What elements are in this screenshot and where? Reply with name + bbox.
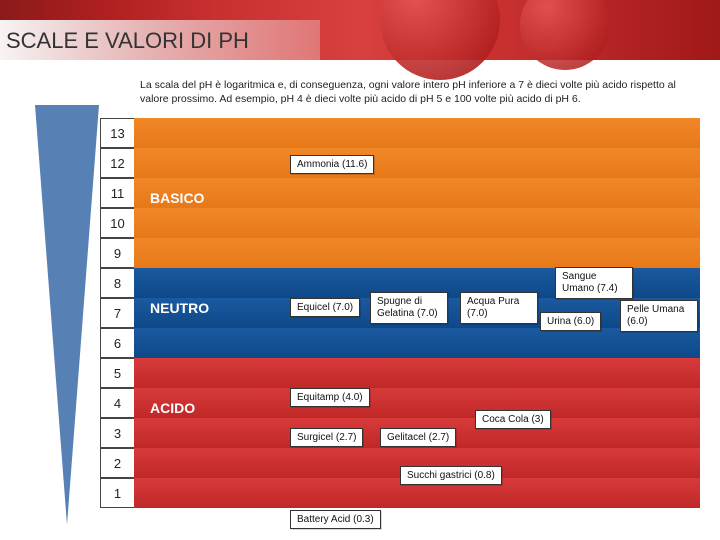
scale-number: 9 <box>100 238 134 268</box>
scale-row: 6 <box>100 328 700 358</box>
scale-bar-basic <box>134 148 700 178</box>
scale-number: 2 <box>100 448 134 478</box>
scale-bar-acid <box>134 358 700 388</box>
scale-number: 10 <box>100 208 134 238</box>
scale-row: 9 <box>100 238 700 268</box>
callout: Urina (6.0) <box>540 312 601 331</box>
scale-number: 13 <box>100 118 134 148</box>
scale-bar-basic <box>134 208 700 238</box>
callout: Spugne di Gelatina (7.0) <box>370 292 448 324</box>
callout: Equitamp (4.0) <box>290 388 370 407</box>
scale-row: 13 <box>100 118 700 148</box>
callout: Acqua Pura (7.0) <box>460 292 538 324</box>
zone-label-acid: ACIDO <box>150 400 195 416</box>
callout: Pelle Umana (6.0) <box>620 300 698 332</box>
callout: Succhi gastrici (0.8) <box>400 466 502 485</box>
intro-text: La scala del pH è logaritmica e, di cons… <box>140 78 700 106</box>
scale-number: 6 <box>100 328 134 358</box>
callout: Gelitacel (2.7) <box>380 428 456 447</box>
callout: Sangue Umano (7.4) <box>555 267 633 299</box>
scale-bar-neutral <box>134 328 700 358</box>
scale-bar-basic <box>134 178 700 208</box>
scale-bar-basic <box>134 238 700 268</box>
scale-number: 3 <box>100 418 134 448</box>
scale-number: 12 <box>100 148 134 178</box>
scale-number: 7 <box>100 298 134 328</box>
scale-bar-basic <box>134 118 700 148</box>
callout: Surgicel (2.7) <box>290 428 363 447</box>
scale-number: 5 <box>100 358 134 388</box>
scale-bar-acid <box>134 388 700 418</box>
scale-number: 4 <box>100 388 134 418</box>
callout: Equicel (7.0) <box>290 298 360 317</box>
scale-wedge <box>35 105 99 525</box>
callout: Ammonia (11.6) <box>290 155 374 174</box>
zone-label-basic: BASICO <box>150 190 204 206</box>
callout: Coca Cola (3) <box>475 410 551 429</box>
scale-row: 12 <box>100 148 700 178</box>
scale-row: 10 <box>100 208 700 238</box>
scale-number: 8 <box>100 268 134 298</box>
page-title: SCALE E VALORI DI PH <box>6 28 249 54</box>
callout: Battery Acid (0.3) <box>290 510 381 529</box>
zone-label-neutral: NEUTRO <box>150 300 209 316</box>
scale-row: 5 <box>100 358 700 388</box>
scale-number: 11 <box>100 178 134 208</box>
scale-number: 1 <box>100 478 134 508</box>
